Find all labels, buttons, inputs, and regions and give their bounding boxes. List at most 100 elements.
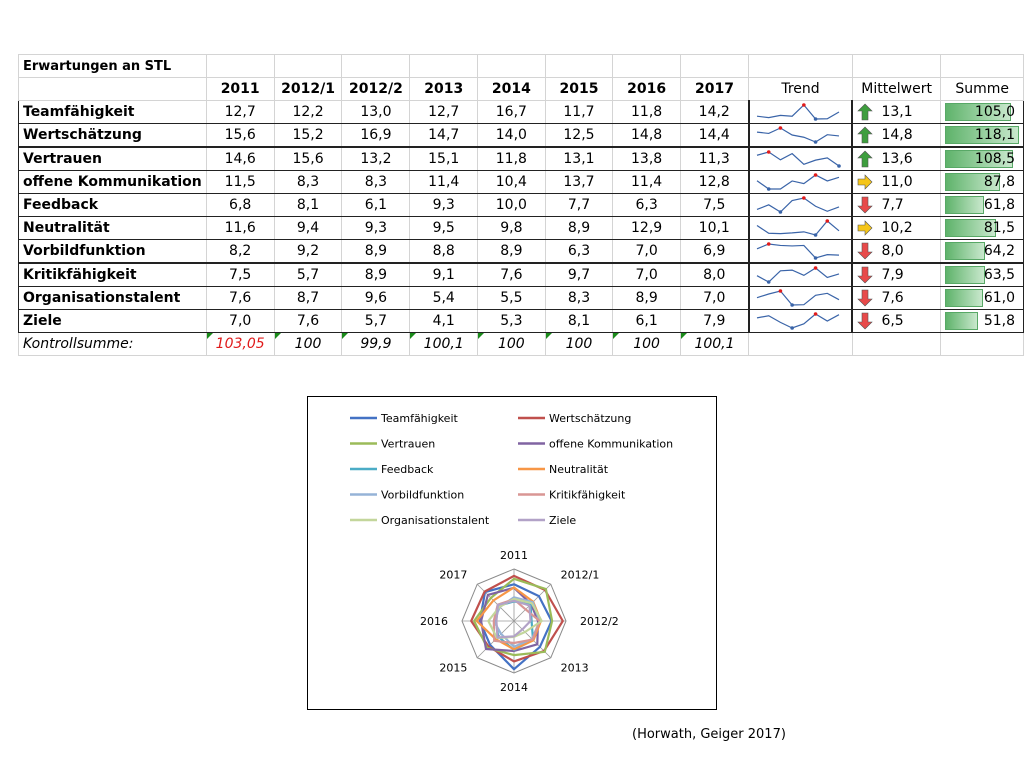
sparkline-line — [756, 267, 839, 283]
empty-cell — [748, 332, 853, 356]
data-cell: 8,1 — [273, 193, 343, 217]
trend-arrow-side-icon — [858, 174, 873, 190]
table-row: Wertschätzung 15,6 15,2 16,9 14,7 14,0 12,5 14,… — [18, 123, 1024, 148]
data-cell: 6,3 — [612, 193, 681, 217]
sum-bar: 118,1 — [945, 125, 1019, 145]
legend-label: Wertschätzung — [549, 412, 631, 425]
sparkline-low-point — [789, 303, 794, 307]
sum-value: 51,8 — [983, 313, 1015, 329]
column-header-mean: Mittelwert — [851, 77, 942, 101]
data-cell: 8,3 — [273, 170, 343, 194]
control-cell: 100 — [612, 332, 681, 356]
trend-cell — [747, 100, 854, 124]
empty-cell — [612, 54, 681, 78]
sum-cell: 118,1 — [940, 123, 1024, 148]
empty-cell — [851, 54, 942, 78]
mean-cell: 7,7 — [851, 193, 942, 217]
row-label: Organisationstalent — [18, 286, 207, 310]
radar-axis-label: 2012/1 — [561, 568, 600, 581]
data-cell: 14,7 — [409, 123, 479, 148]
trend-arrow-down-icon — [857, 289, 874, 307]
data-cell: 10,4 — [477, 170, 546, 194]
sparkline-low-point — [813, 233, 817, 237]
column-header: 2016 — [612, 77, 681, 101]
data-cell: 5,3 — [477, 309, 546, 333]
legend-label: Vorbildfunktion — [381, 489, 464, 502]
sum-bar: 105,0 — [945, 102, 1019, 122]
column-header: 2013 — [409, 77, 479, 101]
table-row: Teamfähigkeit 12,7 12,2 13,0 12,7 16,7 11,7 11,… — [18, 100, 1024, 124]
data-cell: 15,2 — [273, 123, 343, 148]
trend-cell — [747, 262, 854, 287]
data-cell: 8,9 — [544, 216, 614, 240]
row-label: Feedback — [18, 193, 207, 217]
radar-series-line — [470, 574, 564, 663]
trend-arrow-down-icon — [857, 196, 874, 214]
sum-bar-fill — [945, 196, 984, 214]
sum-value: 63,5 — [983, 267, 1015, 283]
sum-value: 87,8 — [983, 174, 1015, 190]
sum-bar-fill — [945, 312, 978, 330]
data-cell: 9,3 — [409, 193, 479, 217]
data-cell: 7,0 — [205, 309, 275, 333]
mean-value: 13,6 — [881, 151, 913, 167]
sum-cell: 61,8 — [940, 193, 1024, 217]
sum-cell: 105,0 — [940, 100, 1024, 124]
data-cell: 13,8 — [612, 146, 681, 171]
sum-value: 61,0 — [983, 290, 1015, 306]
mean-cell: 13,6 — [851, 146, 942, 171]
sparkline — [756, 312, 839, 330]
table-title: Erwartungen an STL — [18, 54, 207, 78]
table-row: Vertrauen 14,6 15,6 13,2 15,1 11,8 13,1 13,8 11,… — [18, 146, 1024, 171]
sum-bar-fill — [945, 242, 986, 260]
empty-cell — [409, 54, 479, 78]
sum-value: 118,1 — [974, 127, 1015, 143]
sum-cell: 61,0 — [940, 286, 1024, 310]
data-cell: 8,0 — [679, 262, 750, 287]
radar-axis-label: 2014 — [500, 681, 528, 694]
sum-bar: 51,8 — [945, 311, 1019, 331]
empty-cell — [851, 332, 942, 356]
data-cell: 6,8 — [205, 193, 275, 217]
mean-wrap: 13,6 — [857, 149, 936, 170]
legend-label: Feedback — [381, 463, 434, 476]
data-cell: 11,6 — [205, 216, 275, 240]
data-cell: 11,4 — [409, 170, 479, 194]
mean-wrap: 7,7 — [857, 195, 936, 216]
sum-cell: 63,5 — [940, 262, 1024, 287]
row-label: Vertrauen — [18, 146, 207, 171]
data-cell: 7,0 — [612, 239, 681, 264]
mean-value: 7,7 — [881, 197, 904, 213]
sparkline — [756, 242, 839, 260]
sparkline-high-point — [813, 312, 817, 316]
mean-wrap: 14,8 — [857, 124, 936, 146]
sum-bar-fill — [945, 126, 1019, 144]
mean-cell: 7,6 — [851, 286, 942, 310]
trend-cell — [747, 286, 854, 310]
radar-series-line — [495, 599, 532, 639]
data-cell: 11,7 — [544, 100, 614, 124]
data-grid: Erwartungen an STL 2011 2012/1 2012/2 2013 20… — [18, 54, 1024, 356]
legend-label: Kritikfähigkeit — [549, 489, 626, 502]
table-row: Vorbildfunktion 8,2 9,2 8,9 8,8 8,9 6,3 7,0 6,9 8… — [18, 239, 1024, 264]
data-cell: 6,1 — [612, 309, 681, 333]
sparkline-high-point — [766, 242, 771, 246]
mean-value: 10,2 — [881, 220, 913, 236]
legend-label: Neutralität — [549, 463, 609, 476]
sparkline-high-point — [813, 173, 817, 177]
legend-label: Teamfähigkeit — [380, 412, 458, 425]
data-cell: 6,3 — [544, 239, 614, 264]
sum-bar-fill — [945, 266, 985, 284]
sparkline — [756, 126, 839, 144]
trend-arrow-side-icon — [858, 220, 873, 236]
mean-value: 7,9 — [881, 267, 904, 283]
mean-cell: 14,8 — [851, 123, 942, 148]
mean-wrap: 11,0 — [857, 172, 936, 193]
mean-wrap: 10,2 — [857, 218, 936, 239]
data-cell: 14,4 — [679, 123, 750, 148]
column-header: 2012/2 — [341, 77, 411, 101]
row-label: Kritikfähigkeit — [18, 262, 207, 287]
control-cell: 100,1 — [409, 332, 479, 356]
data-cell: 13,1 — [544, 146, 614, 171]
trend-arrow-down-icon — [857, 266, 874, 284]
